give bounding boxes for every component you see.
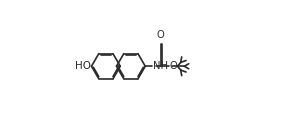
Text: O: O [157,30,164,40]
Text: O: O [170,61,178,71]
Text: HO: HO [74,61,91,71]
Text: NH: NH [153,61,168,71]
